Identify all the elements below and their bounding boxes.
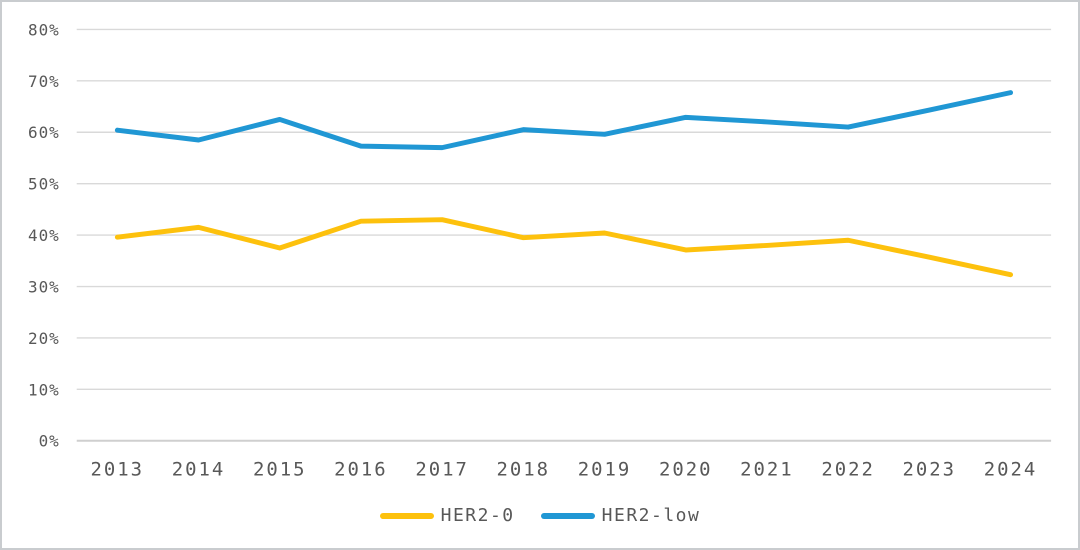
- x-tick-label-2021: 2021: [740, 459, 794, 481]
- y-tick-label-80: 80%: [28, 20, 60, 39]
- x-tick-label-2018: 2018: [497, 459, 551, 481]
- x-tick-label-2014: 2014: [172, 459, 226, 481]
- y-tick-label-10: 10%: [28, 380, 60, 399]
- y-tick-label-50: 50%: [28, 175, 60, 194]
- x-tick-label-2020: 2020: [659, 459, 713, 481]
- y-tick-label-70: 70%: [28, 72, 60, 91]
- x-tick-label-2019: 2019: [578, 459, 632, 481]
- x-tick-label-2023: 2023: [903, 459, 957, 481]
- x-tick-label-2017: 2017: [415, 459, 469, 481]
- y-tick-label-40: 40%: [28, 226, 60, 245]
- x-tick-label-2024: 2024: [984, 459, 1038, 481]
- y-tick-label-0: 0%: [39, 432, 60, 451]
- y-tick-label-30: 30%: [28, 277, 60, 296]
- y-tick-label-60: 60%: [28, 123, 60, 142]
- y-tick-label-20: 20%: [28, 329, 60, 348]
- x-tick-label-2013: 2013: [91, 459, 145, 481]
- x-tick-label-2022: 2022: [821, 459, 875, 481]
- x-tick-label-2016: 2016: [334, 459, 388, 481]
- x-tick-label-2015: 2015: [253, 459, 307, 481]
- series-line-HER2-0: [114, 217, 1014, 278]
- series-line-HER2-low: [114, 90, 1014, 151]
